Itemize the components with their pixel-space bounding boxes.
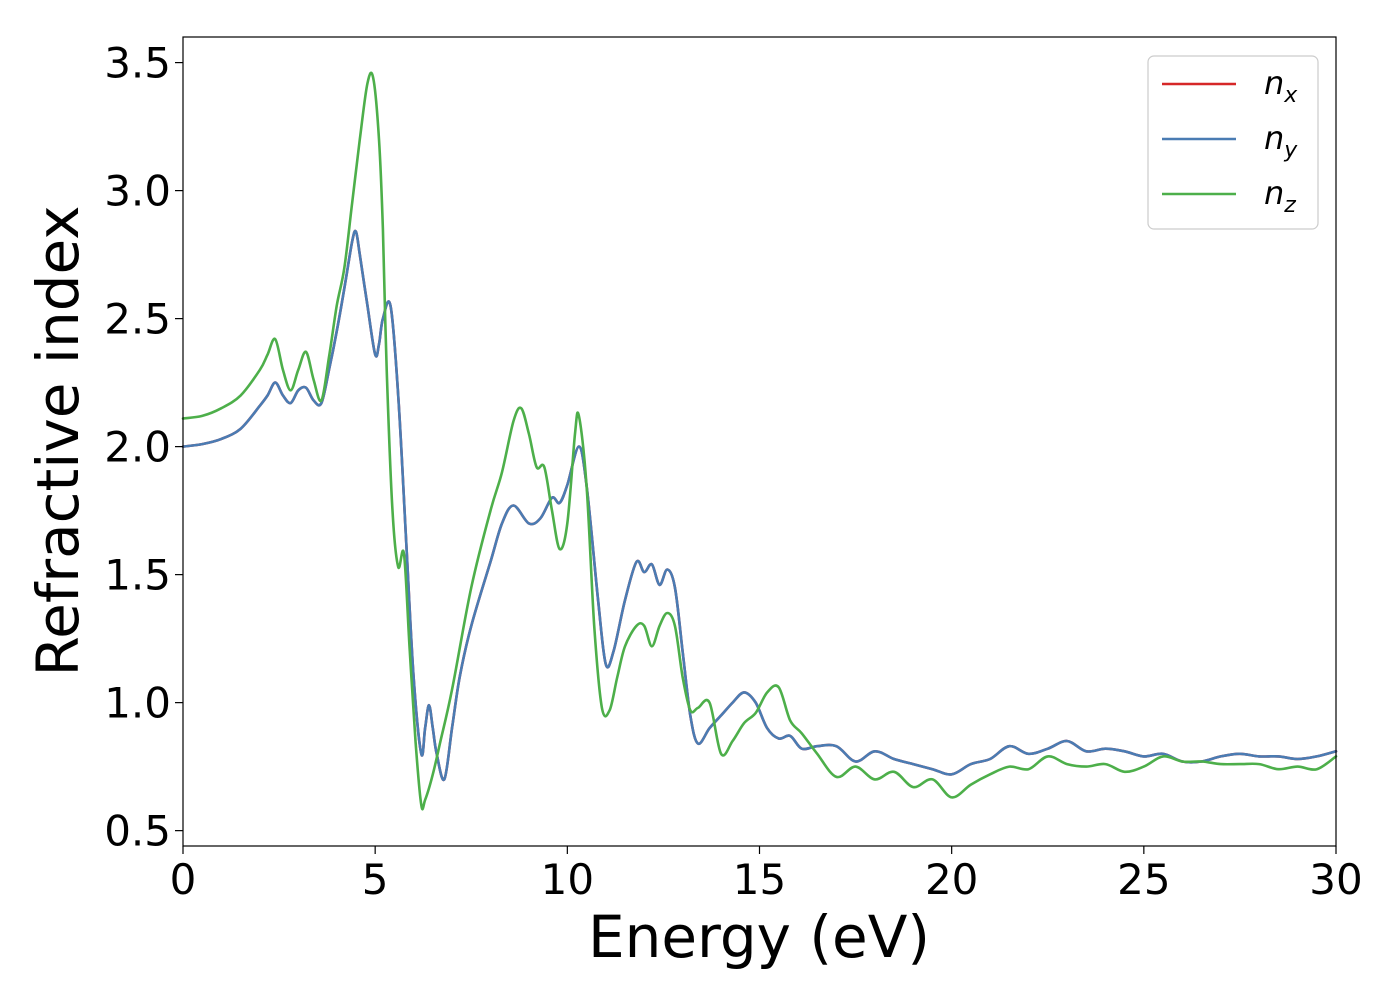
y-tick-label: 2.5 (104, 295, 171, 344)
x-tick-label: 5 (362, 855, 389, 904)
x-tick-label: 25 (1117, 855, 1170, 904)
y-tick-label: 1.0 (104, 679, 171, 728)
legend-label-z: nz (1264, 174, 1296, 218)
y-tick-label: 0.5 (104, 807, 171, 856)
x-tick-label: 15 (733, 855, 786, 904)
x-tick-label: 20 (925, 855, 978, 904)
legend: nx ny nz (1147, 55, 1319, 230)
x-tick-label: 0 (170, 855, 197, 904)
legend-label-x: nx (1264, 64, 1298, 108)
axis-ticks: 0 5 10 15 20 25 30 0.5 1.0 1.5 2.0 2.5 3.0 3.5 (104, 39, 1363, 904)
y-tick-label: 1.5 (104, 551, 171, 600)
legend-label-y: ny (1264, 119, 1298, 163)
x-tick-label: 30 (1309, 855, 1362, 904)
y-tick-label: 2.0 (104, 423, 171, 472)
x-tick-label: 10 (541, 855, 594, 904)
legend-items: nx ny nz (1162, 64, 1298, 218)
series-line-y (181, 229, 1338, 782)
legend-box (1147, 55, 1319, 230)
y-tick-label: 3.5 (104, 39, 171, 88)
y-axis-label: Refractive index (24, 205, 92, 676)
series-lines (181, 71, 1338, 811)
x-axis-label: Energy (eV) (588, 903, 930, 971)
series-line-z (181, 71, 1338, 811)
y-tick-label: 3.0 (104, 167, 171, 216)
